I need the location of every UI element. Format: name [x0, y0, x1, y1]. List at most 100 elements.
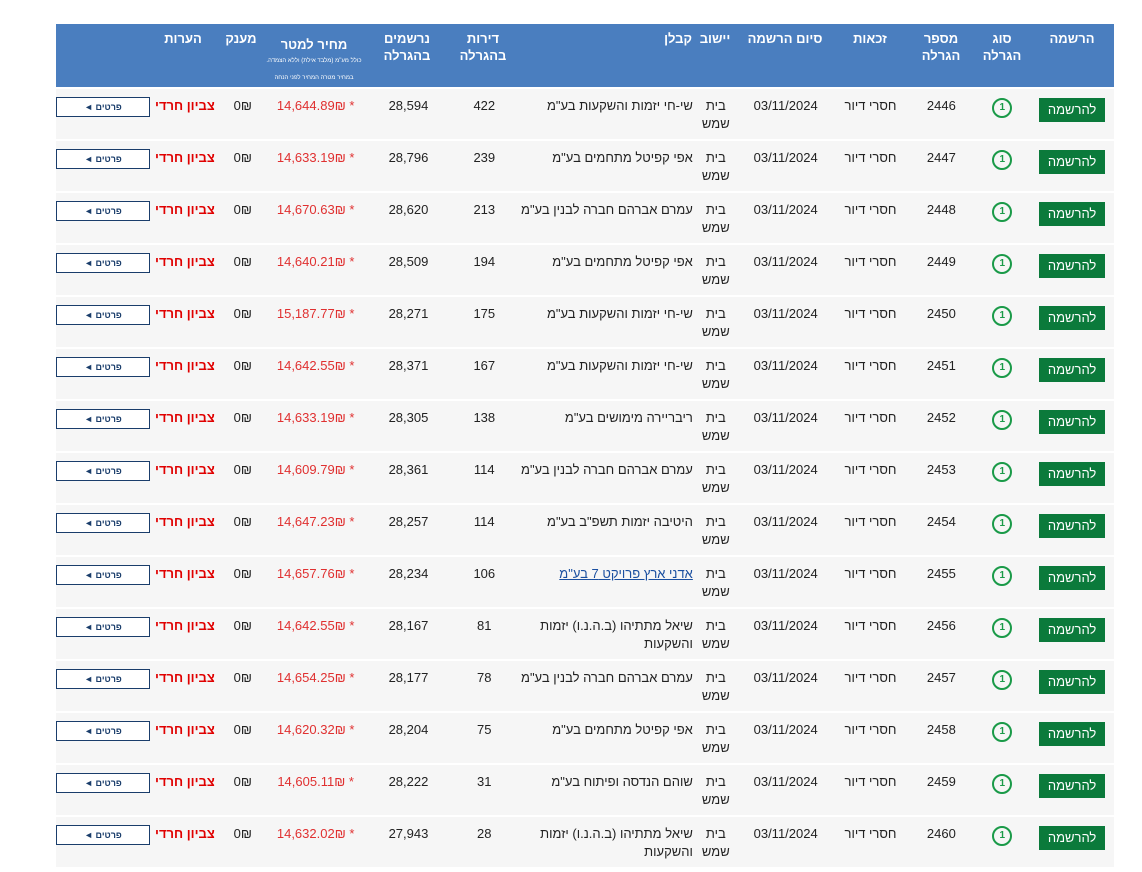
details-button[interactable]: פרטים ◄	[55, 669, 150, 689]
eligibility: חסרי דיור	[844, 566, 897, 581]
price: * 14,657.76₪	[276, 566, 355, 581]
notes: צביון חרדי	[155, 306, 215, 321]
details-button[interactable]: פרטים ◄	[55, 617, 150, 637]
city: בית שמש	[701, 618, 730, 651]
registered: 28,167	[388, 618, 429, 633]
lottery-type-icon: 1	[992, 670, 1013, 690]
city: בית שמש	[701, 826, 730, 859]
register-button[interactable]: להרשמה	[1038, 514, 1106, 538]
price: * 14,670.63₪	[276, 202, 355, 217]
end-date: 03/11/2024	[753, 254, 818, 269]
table-row: להרשמה 1 2450 חסרי דיור 03/11/2024 בית ש…	[55, 297, 1114, 347]
register-button[interactable]: להרשמה	[1038, 566, 1106, 590]
register-button[interactable]: להרשמה	[1038, 254, 1106, 278]
grant: 0₪	[233, 202, 252, 217]
registered: 28,509	[388, 254, 429, 269]
end-date: 03/11/2024	[753, 670, 818, 685]
contractor: אפי קפיטל מתחמים בע"מ	[552, 254, 693, 269]
registered: 28,234	[388, 566, 429, 581]
eligibility: חסרי דיור	[844, 722, 897, 737]
table-row: להרשמה 1 2459 חסרי דיור 03/11/2024 בית ש…	[55, 765, 1114, 815]
details-button[interactable]: פרטים ◄	[55, 97, 150, 117]
contractor: שי-חי יזמות והשקעות בע"מ	[546, 98, 693, 113]
details-button[interactable]: פרטים ◄	[55, 409, 150, 429]
header-type: סוג הגרלה	[982, 31, 1022, 63]
notes: צביון חרדי	[155, 514, 215, 529]
lotteries-table: הרשמה סוג הגרלה מספר הגרלה זכאות סיום הר…	[55, 24, 1114, 867]
contractor[interactable]: אדני ארץ פרויקט 7 בע"מ	[559, 566, 693, 581]
apartments: 194	[473, 254, 496, 269]
table-row: להרשמה 1 2446 חסרי דיור 03/11/2024 בית ש…	[55, 89, 1114, 139]
registered: 28,371	[388, 358, 429, 373]
end-date: 03/11/2024	[753, 514, 818, 529]
register-button[interactable]: להרשמה	[1038, 150, 1106, 174]
register-button[interactable]: להרשמה	[1038, 462, 1106, 486]
grant: 0₪	[233, 306, 252, 321]
header-notes: הערות	[164, 31, 202, 46]
lottery-number: 2451	[926, 358, 956, 373]
header-price: מחיר למטר כולל מע"מ (מלבד אילת) וללא הצמד…	[264, 24, 364, 87]
price: * 14,644.89₪	[276, 98, 355, 113]
table-row: להרשמה 1 2452 חסרי דיור 03/11/2024 בית ש…	[55, 401, 1114, 451]
table-row: להרשמה 1 2458 חסרי דיור 03/11/2024 בית ש…	[55, 713, 1114, 763]
registered: 28,271	[388, 306, 429, 321]
register-button[interactable]: להרשמה	[1038, 410, 1106, 434]
contractor: שי-חי יזמות והשקעות בע"מ	[546, 358, 693, 373]
register-button[interactable]: להרשמה	[1038, 722, 1106, 746]
register-button[interactable]: להרשמה	[1038, 826, 1106, 850]
details-button[interactable]: פרטים ◄	[55, 357, 150, 377]
registered: 28,257	[388, 514, 429, 529]
registered: 28,361	[388, 462, 429, 477]
lottery-number: 2457	[926, 670, 956, 685]
city: בית שמש	[701, 410, 730, 443]
price: * 14,620.32₪	[276, 722, 355, 737]
table-row: להרשמה 1 2451 חסרי דיור 03/11/2024 בית ש…	[55, 349, 1114, 399]
end-date: 03/11/2024	[753, 98, 818, 113]
details-button[interactable]: פרטים ◄	[55, 721, 150, 741]
legend-strip	[0, 0, 1142, 24]
details-button[interactable]: פרטים ◄	[55, 461, 150, 481]
details-button[interactable]: פרטים ◄	[55, 253, 150, 273]
grant: 0₪	[233, 670, 252, 685]
price-note: כולל מע"מ (מלבד אילת) וללא הצמדה. במחיר …	[266, 58, 362, 81]
city: בית שמש	[701, 566, 730, 599]
register-button[interactable]: להרשמה	[1038, 358, 1106, 382]
register-button[interactable]: להרשמה	[1038, 670, 1106, 694]
eligibility: חסרי דיור	[844, 462, 897, 477]
register-button[interactable]: להרשמה	[1038, 618, 1106, 642]
grant: 0₪	[233, 410, 252, 425]
grant: 0₪	[233, 826, 252, 841]
notes: צביון חרדי	[155, 254, 215, 269]
eligibility: חסרי דיור	[844, 514, 897, 529]
grant: 0₪	[233, 618, 252, 633]
end-date: 03/11/2024	[753, 462, 818, 477]
details-button[interactable]: פרטים ◄	[55, 565, 150, 585]
register-button[interactable]: להרשמה	[1038, 202, 1106, 226]
registered: 28,204	[388, 722, 429, 737]
apartments: 78	[477, 670, 492, 685]
details-button[interactable]: פרטים ◄	[55, 149, 150, 169]
registered: 28,594	[388, 98, 429, 113]
lottery-number: 2458	[926, 722, 956, 737]
lottery-number: 2446	[926, 98, 956, 113]
contractor: שיאל מתתיהו (ב.ה.נ.ו) יזמות והשקעות	[540, 826, 693, 859]
details-button[interactable]: פרטים ◄	[55, 513, 150, 533]
lottery-type-icon: 1	[992, 618, 1013, 638]
grant: 0₪	[233, 254, 252, 269]
register-button[interactable]: להרשמה	[1038, 306, 1106, 330]
register-button[interactable]: להרשמה	[1038, 98, 1106, 122]
details-button[interactable]: פרטים ◄	[55, 773, 150, 793]
details-button[interactable]: פרטים ◄	[55, 825, 150, 845]
details-button[interactable]: פרטים ◄	[55, 305, 150, 325]
details-button[interactable]: פרטים ◄	[55, 201, 150, 221]
city: בית שמש	[701, 462, 730, 495]
city: בית שמש	[701, 254, 730, 287]
price: * 14,640.21₪	[276, 254, 355, 269]
lottery-type-icon: 1	[992, 826, 1013, 846]
notes: צביון חרדי	[155, 618, 215, 633]
header-register: הרשמה	[1049, 31, 1095, 46]
apartments: 81	[477, 618, 492, 633]
header-grant: מענק	[225, 31, 257, 46]
register-button[interactable]: להרשמה	[1038, 774, 1106, 798]
contractor: עמרם אברהם חברה לבנין בע"מ	[521, 202, 693, 217]
